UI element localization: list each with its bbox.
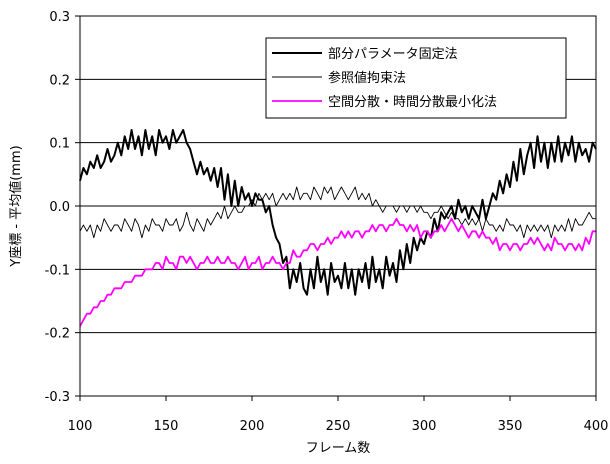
x-tick-label: 350 xyxy=(498,419,523,434)
series-line-3 xyxy=(79,217,596,327)
x-axis-label: フレーム数 xyxy=(306,441,371,456)
y-tick-label: -0.1 xyxy=(45,263,70,278)
x-tick-label: 100 xyxy=(68,419,93,434)
series-line-1 xyxy=(79,129,597,296)
x-tick-label: 250 xyxy=(326,419,351,434)
x-tick-label: 300 xyxy=(412,419,437,434)
legend-box xyxy=(265,37,567,119)
series-line-2 xyxy=(79,186,596,239)
y-tick-label: -0.2 xyxy=(45,327,70,342)
x-axis-ticks: 100 150 200 250 300 350 400 xyxy=(68,396,609,434)
x-tick-label: 150 xyxy=(154,419,179,434)
x-tick-label: 400 xyxy=(584,419,609,434)
legend-label-series-3: 空間分散・時間分散最小化法 xyxy=(328,95,497,110)
legend-label-series-2: 参照値拘束法 xyxy=(328,70,406,86)
y-tick-label: 0.2 xyxy=(49,73,70,88)
y-tick-label: 0.0 xyxy=(49,200,70,215)
x-tick-label: 200 xyxy=(240,419,265,434)
y-axis-label: Y座標 - 平均値(mm) xyxy=(8,145,24,267)
series-layer xyxy=(79,129,597,327)
y-tick-label: 0.1 xyxy=(49,137,70,152)
y-tick-label: -0.3 xyxy=(45,390,70,405)
y-tick-label: 0.3 xyxy=(49,10,70,25)
legend: 部分パラメータ固定法 参照値拘束法 空間分散・時間分散最小化法 xyxy=(265,37,567,119)
y-axis-ticks: -0.3 -0.2 -0.1 0.0 0.1 0.2 0.3 xyxy=(45,10,80,405)
legend-label-series-1: 部分パラメータ固定法 xyxy=(328,47,458,62)
